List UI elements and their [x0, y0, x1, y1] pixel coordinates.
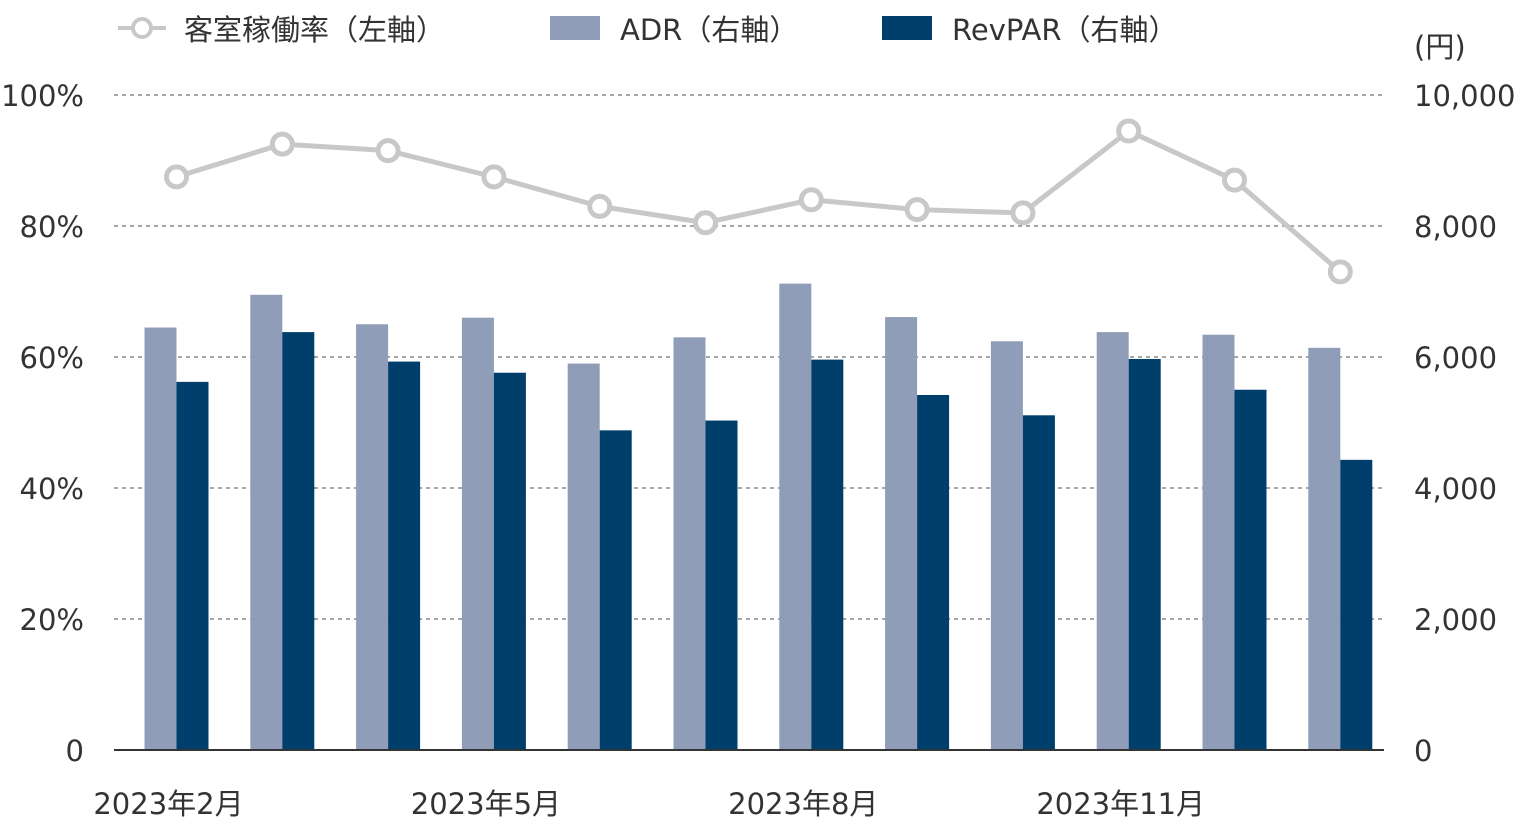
- legend-label-adr: ADR（右軸）: [620, 13, 799, 47]
- bar-adr: [356, 324, 389, 750]
- x-axis-tick-label: 2023年8月: [728, 787, 878, 821]
- bar-adr: [250, 294, 283, 750]
- bar-revpar: [1022, 415, 1055, 750]
- occupancy-point: [587, 193, 613, 219]
- right-axis-tick-label: 4,000: [1414, 472, 1497, 506]
- x-axis-tick-label: 2023年5月: [411, 787, 561, 821]
- right-axis-tick-label: 6,000: [1414, 341, 1497, 375]
- occupancy-point: [1327, 259, 1353, 285]
- legend-item-adr: ADR（右軸）: [550, 6, 798, 50]
- bar-adr: [779, 283, 812, 750]
- line-marker-icon: [118, 17, 166, 39]
- bar-adr: [567, 363, 600, 750]
- legend-label-occupancy: 客室稼働率（左軸）: [184, 13, 446, 47]
- occupancy-point: [798, 187, 824, 213]
- occupancy-point: [164, 164, 189, 190]
- bar-adr: [1096, 332, 1129, 750]
- bar-revpar: [1340, 459, 1373, 750]
- bar-revpar: [388, 361, 421, 750]
- legend-label-revpar: RevPAR（右軸）: [952, 13, 1178, 47]
- occupancy-point: [481, 164, 507, 190]
- occupancy-line: [175, 128, 1342, 274]
- occupancy-point: [1116, 118, 1142, 144]
- bar-adr: [885, 317, 918, 750]
- bar-adr: [1202, 334, 1235, 750]
- left-axis-tick-label: 40%: [20, 472, 84, 506]
- bar-adr: [673, 337, 706, 750]
- bar-adr: [1308, 347, 1341, 750]
- bar-revpar: [176, 381, 209, 750]
- occupancy-point: [1222, 167, 1247, 193]
- occupancy-point: [269, 131, 295, 157]
- bar-revpar: [1128, 358, 1161, 750]
- x-axis-tick-label: 2023年11月: [1036, 787, 1205, 821]
- occupancy-point: [375, 138, 401, 164]
- bar-swatch-icon: [550, 16, 600, 40]
- right-axis-unit: (円): [1414, 30, 1466, 64]
- left-axis-tick-label: 0: [66, 734, 84, 768]
- right-axis-tick-label: 10,000: [1414, 79, 1515, 113]
- bar-swatch-icon: [882, 16, 932, 40]
- bar-revpar: [705, 420, 738, 750]
- left-axis-tick-label: 20%: [20, 603, 84, 637]
- legend-item-revpar: RevPAR（右軸）: [882, 6, 1177, 50]
- right-axis-tick-label: 0: [1414, 734, 1432, 768]
- bar-revpar: [811, 359, 844, 750]
- occupancy-point: [904, 197, 930, 223]
- bar-revpar: [282, 332, 315, 750]
- bar-adr: [461, 317, 494, 750]
- bar-revpar: [1234, 389, 1267, 750]
- left-axis-tick-label: 80%: [20, 210, 84, 244]
- x-axis-tick-label: 2023年2月: [93, 787, 243, 821]
- right-axis-tick-label: 8,000: [1414, 210, 1497, 244]
- right-axis-tick-label: 2,000: [1414, 603, 1497, 637]
- bar-adr: [990, 341, 1023, 750]
- occupancy-point: [693, 210, 718, 236]
- bar-adr: [144, 327, 177, 750]
- bar-revpar: [493, 372, 526, 750]
- bar-revpar: [599, 430, 632, 750]
- left-axis-tick-label: 100%: [1, 79, 84, 113]
- legend-item-occupancy: 客室稼働率（左軸）: [116, 6, 445, 50]
- occupancy-point: [1010, 200, 1036, 226]
- left-axis-tick-label: 60%: [20, 341, 84, 375]
- bar-revpar: [917, 394, 950, 750]
